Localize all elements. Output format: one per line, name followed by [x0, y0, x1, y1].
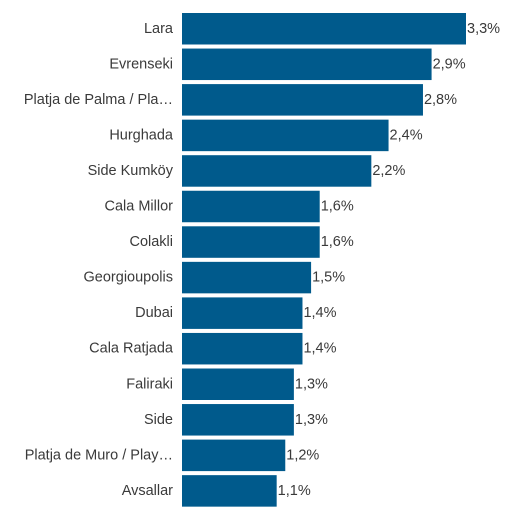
bar	[182, 439, 286, 472]
value-label: 2,9%	[433, 56, 466, 72]
bar	[182, 155, 372, 187]
value-label: 1,4%	[303, 305, 336, 321]
bar	[182, 475, 277, 507]
value-label: 1,6%	[321, 234, 354, 250]
category-label: Platja de Palma / Pla…	[24, 92, 173, 108]
category-label: Avsallar	[122, 483, 173, 499]
value-label: 1,3%	[295, 412, 328, 428]
category-label: Platja de Muro / Play…	[25, 447, 173, 463]
value-label: 2,2%	[372, 163, 405, 179]
category-labels: Lara Evrenseki Platja de Palma / Pla… Hurgh…	[24, 21, 174, 499]
category-label: Evrenseki	[109, 56, 173, 72]
category-label: Dubai	[135, 305, 173, 321]
bar	[182, 13, 466, 45]
bar	[182, 297, 303, 329]
value-label: 1,4%	[303, 341, 336, 357]
bar	[182, 48, 432, 81]
category-label: Hurghada	[109, 127, 174, 143]
value-label: 3,3%	[467, 21, 500, 37]
category-label: Side Kumköy	[88, 163, 174, 179]
category-label: Georgioupolis	[84, 270, 173, 286]
value-label: 2,8%	[424, 92, 457, 108]
category-label: Colakli	[129, 234, 173, 250]
bar	[182, 84, 423, 116]
category-label: Cala Millor	[105, 199, 174, 215]
category-label: Side	[144, 412, 173, 428]
value-label: 1,2%	[286, 447, 319, 463]
category-label: Faliraki	[126, 376, 173, 392]
bar	[182, 190, 320, 223]
category-label: Cala Ratjada	[89, 341, 174, 357]
value-label: 1,3%	[295, 376, 328, 392]
bar	[182, 119, 389, 152]
category-label: Lara	[144, 21, 174, 37]
value-label: 1,1%	[278, 483, 311, 499]
value-label: 1,6%	[321, 199, 354, 215]
bar	[182, 368, 294, 400]
value-labels: 3,3% 2,9% 2,8% 2,4% 2,2% 1,6% 1,6% 1,5% 1,4% 1,4%…	[278, 21, 500, 499]
bar	[182, 226, 320, 258]
value-label: 1,5%	[312, 270, 345, 286]
bars-layer	[182, 13, 466, 507]
value-label: 2,4%	[390, 127, 423, 143]
bar	[182, 261, 312, 294]
bar	[182, 332, 303, 365]
bar	[182, 404, 294, 436]
